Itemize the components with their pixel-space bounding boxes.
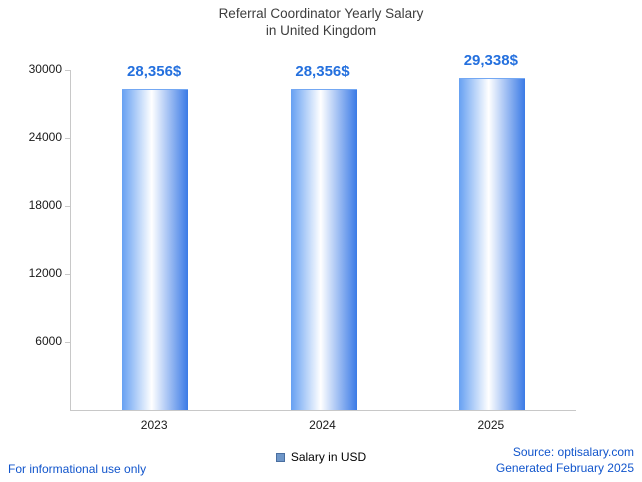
- source-link[interactable]: Source: optisalary.com: [512, 445, 634, 459]
- bar: [290, 88, 357, 410]
- bar: [122, 88, 189, 410]
- footer-disclaimer: For informational use only: [8, 462, 147, 476]
- bar: [458, 77, 525, 410]
- y-tick-label: 6000: [35, 334, 62, 348]
- y-tick-mark: [65, 206, 70, 207]
- bar-value-label: 28,356$: [127, 62, 182, 80]
- chart-title-line1: Referral Coordinator Yearly Salary: [218, 6, 424, 21]
- y-tick-label: 24000: [28, 130, 62, 144]
- legend: Salary in USD: [0, 450, 642, 464]
- legend-label: Salary in USD: [290, 450, 367, 464]
- generated-date: Generated February 2025: [495, 461, 634, 475]
- legend-marker-icon: [275, 452, 285, 462]
- chart-title: Referral Coordinator Yearly Salary in Un…: [0, 5, 642, 39]
- plot-area: [70, 70, 576, 411]
- x-tick-label: 2024: [309, 418, 336, 432]
- x-tick-label: 2023: [140, 418, 168, 432]
- y-tick-label: 18000: [28, 198, 62, 212]
- y-tick-mark: [65, 274, 70, 275]
- y-tick-mark: [65, 70, 70, 71]
- x-tick-label: 2025: [477, 418, 505, 432]
- y-tick-mark: [65, 342, 70, 343]
- y-tick-label: 30000: [28, 62, 62, 76]
- chart-title-line2: in United Kingdom: [265, 23, 377, 38]
- bar-value-label: 29,338$: [463, 51, 518, 69]
- y-tick-mark: [65, 138, 70, 139]
- footer-source-block: Source: optisalary.com Generated Februar…: [496, 444, 634, 476]
- y-tick-label: 12000: [28, 266, 62, 280]
- bar-value-label: 28,356$: [295, 62, 350, 80]
